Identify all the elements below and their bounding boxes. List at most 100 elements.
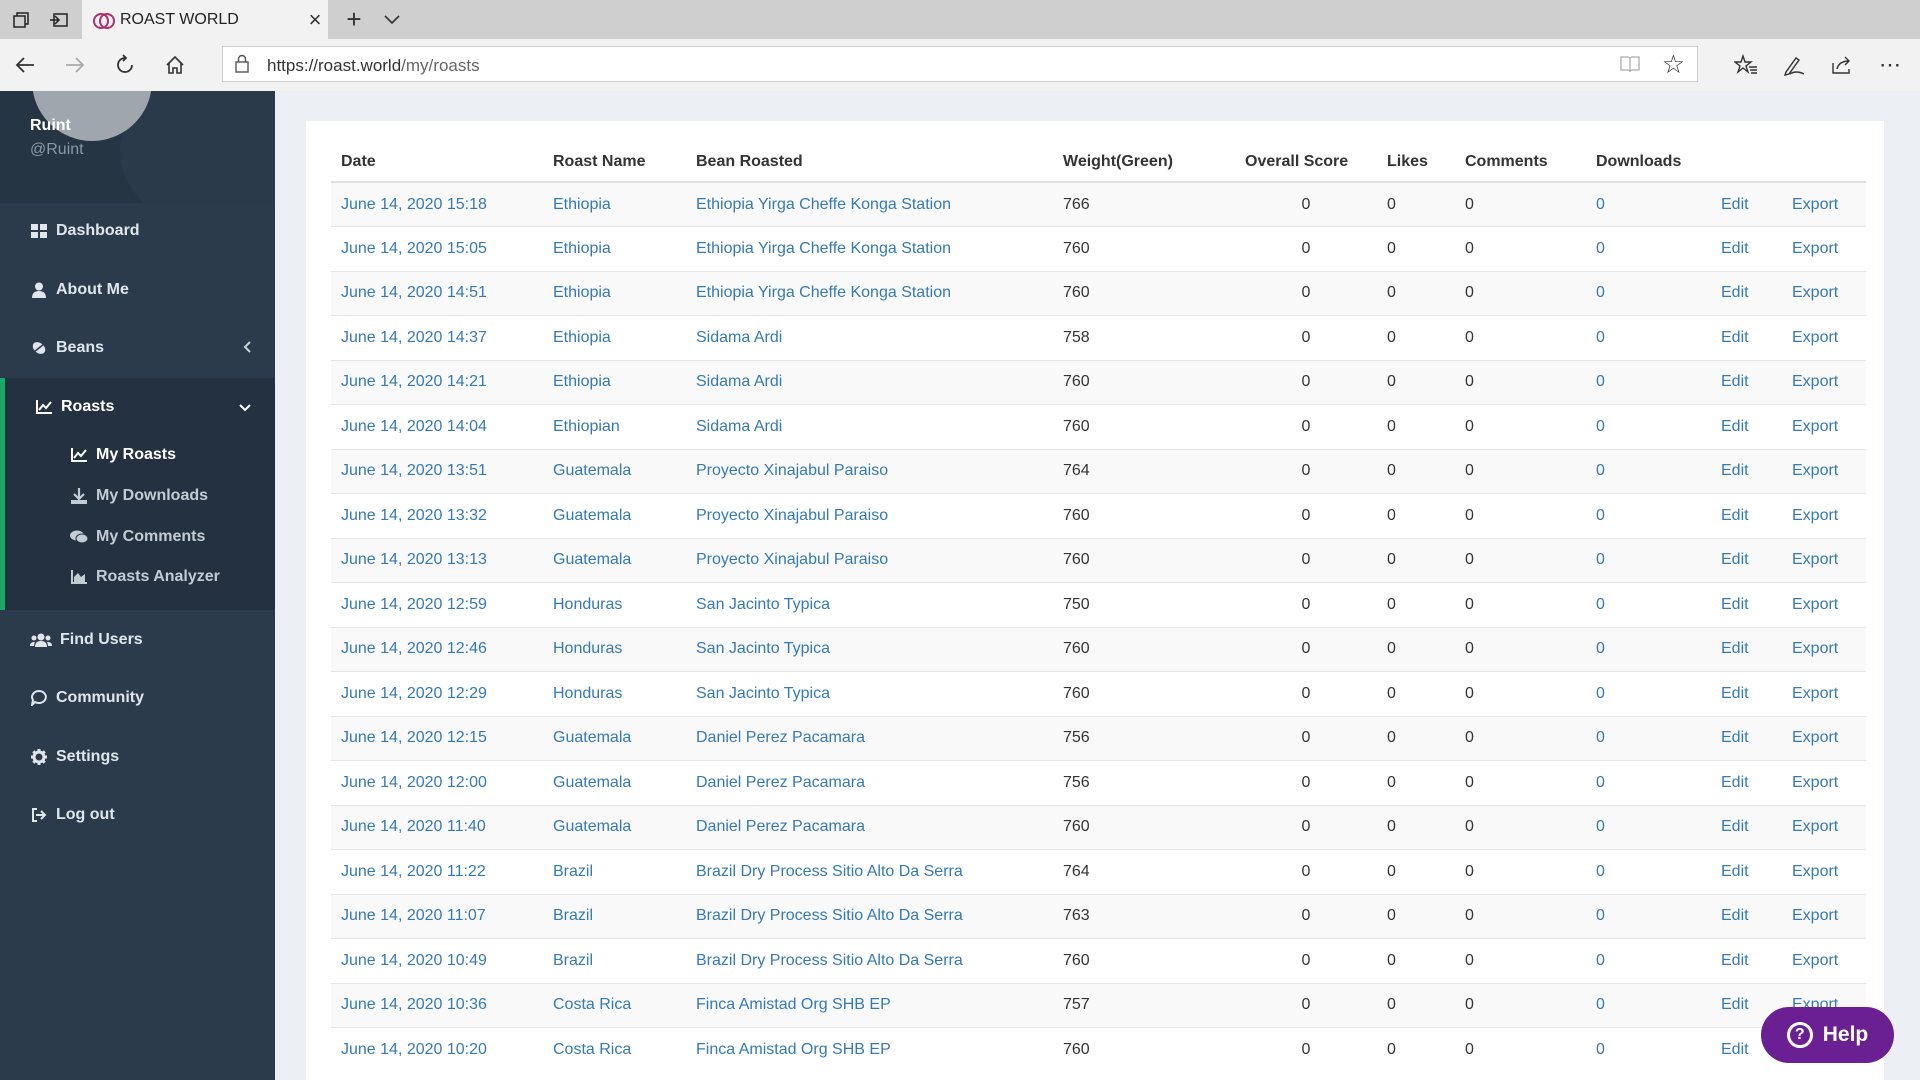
cell-roast-name[interactable]: Ethiopian bbox=[553, 417, 620, 435]
cell-bean-roasted[interactable]: Finca Amistad Org SHB EP bbox=[696, 1041, 891, 1058]
sidebar-item-my-downloads[interactable]: My Downloads bbox=[0, 476, 275, 516]
export-link[interactable]: Export bbox=[1792, 195, 1839, 213]
cell-date[interactable]: June 14, 2020 12:46 bbox=[341, 640, 487, 658]
cell-downloads[interactable]: 0 bbox=[1596, 417, 1605, 435]
edit-link[interactable]: Edit bbox=[1721, 239, 1749, 257]
cell-date[interactable]: June 14, 2020 11:07 bbox=[341, 907, 486, 925]
share-icon[interactable] bbox=[1818, 39, 1866, 91]
cell-downloads[interactable]: 0 bbox=[1596, 1041, 1605, 1058]
cell-date[interactable]: June 14, 2020 14:37 bbox=[341, 328, 487, 346]
cell-roast-name[interactable]: Brazil bbox=[553, 907, 594, 925]
cell-date[interactable]: June 14, 2020 10:36 bbox=[341, 996, 487, 1014]
export-link[interactable]: Export bbox=[1792, 684, 1839, 702]
cell-bean-roasted[interactable]: San Jacinto Typica bbox=[696, 640, 831, 658]
edit-link[interactable]: Edit bbox=[1721, 462, 1749, 480]
export-link[interactable]: Export bbox=[1792, 862, 1839, 880]
cell-roast-name[interactable]: Ethiopia bbox=[553, 328, 611, 346]
cell-bean-roasted[interactable]: San Jacinto Typica bbox=[696, 595, 831, 613]
cell-downloads[interactable]: 0 bbox=[1596, 951, 1605, 969]
forward-arrow-icon[interactable] bbox=[50, 39, 100, 91]
cell-bean-roasted[interactable]: Brazil Dry Process Sitio Alto Da Serra bbox=[696, 862, 963, 880]
edit-link[interactable]: Edit bbox=[1721, 862, 1749, 880]
cell-date[interactable]: June 14, 2020 10:20 bbox=[341, 1041, 487, 1058]
cell-downloads[interactable]: 0 bbox=[1596, 595, 1605, 613]
new-tab-icon[interactable]: + bbox=[346, 4, 362, 34]
cell-bean-roasted[interactable]: Daniel Perez Pacamara bbox=[696, 773, 865, 791]
cell-date[interactable]: June 14, 2020 12:29 bbox=[341, 684, 487, 702]
export-link[interactable]: Export bbox=[1792, 328, 1839, 346]
edit-link[interactable]: Edit bbox=[1721, 195, 1749, 213]
sidebar-item-beans[interactable]: Beans bbox=[0, 325, 275, 371]
cell-downloads[interactable]: 0 bbox=[1596, 996, 1605, 1014]
cell-bean-roasted[interactable]: Daniel Perez Pacamara bbox=[696, 729, 865, 747]
cell-downloads[interactable]: 0 bbox=[1596, 373, 1605, 391]
export-link[interactable]: Export bbox=[1792, 462, 1839, 480]
cell-roast-name[interactable]: Guatemala bbox=[553, 729, 632, 747]
cell-roast-name[interactable]: Guatemala bbox=[553, 818, 632, 836]
sidebar-item-about-me[interactable]: About Me bbox=[0, 267, 275, 313]
cell-bean-roasted[interactable]: Proyecto Xinajabul Paraiso bbox=[696, 506, 889, 524]
cell-bean-roasted[interactable]: Finca Amistad Org SHB EP bbox=[696, 996, 891, 1014]
edit-link[interactable]: Edit bbox=[1721, 551, 1749, 569]
cell-bean-roasted[interactable]: Ethiopia Yirga Cheffe Konga Station bbox=[696, 195, 951, 213]
cell-downloads[interactable]: 0 bbox=[1596, 729, 1605, 747]
address-bar[interactable]: https://roast.world/my/roasts ☆ bbox=[222, 46, 1698, 82]
export-link[interactable]: Export bbox=[1792, 551, 1839, 569]
cell-downloads[interactable]: 0 bbox=[1596, 284, 1605, 302]
cell-date[interactable]: June 14, 2020 11:22 bbox=[341, 862, 486, 880]
cell-date[interactable]: June 14, 2020 12:15 bbox=[341, 729, 487, 747]
cell-downloads[interactable]: 0 bbox=[1596, 862, 1605, 880]
export-link[interactable]: Export bbox=[1792, 729, 1839, 747]
cell-bean-roasted[interactable]: Sidama Ardi bbox=[696, 417, 783, 435]
cell-downloads[interactable]: 0 bbox=[1596, 640, 1605, 658]
cell-roast-name[interactable]: Brazil bbox=[553, 951, 594, 969]
cell-roast-name[interactable]: Ethiopia bbox=[553, 284, 611, 302]
export-link[interactable]: Export bbox=[1792, 284, 1839, 302]
cell-date[interactable]: June 14, 2020 13:51 bbox=[341, 462, 487, 480]
sidebar-item-roasts-analyzer[interactable]: Roasts Analyzer bbox=[0, 557, 275, 597]
column-header-bean-roasted[interactable]: Bean Roasted bbox=[686, 142, 1053, 183]
edit-link[interactable]: Edit bbox=[1721, 818, 1749, 836]
export-link[interactable]: Export bbox=[1792, 506, 1839, 524]
sidebar-item-community[interactable]: Community bbox=[0, 675, 275, 721]
edit-link[interactable]: Edit bbox=[1721, 506, 1749, 524]
cell-downloads[interactable]: 0 bbox=[1596, 195, 1605, 213]
tab-manager-icon[interactable] bbox=[4, 0, 38, 39]
edit-link[interactable]: Edit bbox=[1721, 729, 1749, 747]
column-header-likes[interactable]: Likes bbox=[1377, 142, 1455, 183]
edit-link[interactable]: Edit bbox=[1721, 996, 1749, 1014]
edit-link[interactable]: Edit bbox=[1721, 284, 1749, 302]
sidebar-item-settings[interactable]: Settings bbox=[0, 734, 275, 780]
cell-roast-name[interactable]: Guatemala bbox=[553, 551, 632, 569]
column-header-downloads[interactable]: Downloads bbox=[1586, 142, 1711, 183]
sidebar-item-logout[interactable]: Log out bbox=[0, 792, 275, 838]
favorite-star-icon[interactable]: ☆ bbox=[1661, 49, 1685, 79]
cell-date[interactable]: June 14, 2020 15:05 bbox=[341, 239, 487, 257]
cell-roast-name[interactable]: Brazil bbox=[553, 862, 594, 880]
export-link[interactable]: Export bbox=[1792, 595, 1839, 613]
sidebar-item-my-comments[interactable]: My Comments bbox=[0, 517, 275, 557]
cell-roast-name[interactable]: Guatemala bbox=[553, 773, 632, 791]
edit-link[interactable]: Edit bbox=[1721, 640, 1749, 658]
sidebar-item-dashboard[interactable]: Dashboard bbox=[0, 208, 275, 254]
export-link[interactable]: Export bbox=[1792, 818, 1839, 836]
cell-date[interactable]: June 14, 2020 12:59 bbox=[341, 595, 487, 613]
cell-date[interactable]: June 14, 2020 14:04 bbox=[341, 417, 487, 435]
cell-date[interactable]: June 14, 2020 14:51 bbox=[341, 284, 487, 302]
cell-downloads[interactable]: 0 bbox=[1596, 773, 1605, 791]
cell-roast-name[interactable]: Guatemala bbox=[553, 506, 632, 524]
column-header-overall-score[interactable]: Overall Score bbox=[1235, 142, 1377, 183]
column-header-date[interactable]: Date bbox=[331, 142, 543, 183]
cell-downloads[interactable]: 0 bbox=[1596, 907, 1605, 925]
cell-downloads[interactable]: 0 bbox=[1596, 684, 1605, 702]
cell-roast-name[interactable]: Guatemala bbox=[553, 462, 632, 480]
cell-roast-name[interactable]: Costa Rica bbox=[553, 1041, 632, 1058]
favorites-list-icon[interactable] bbox=[1722, 39, 1770, 91]
edit-link[interactable]: Edit bbox=[1721, 951, 1749, 969]
cell-downloads[interactable]: 0 bbox=[1596, 506, 1605, 524]
edit-link[interactable]: Edit bbox=[1721, 328, 1749, 346]
help-button[interactable]: ? Help bbox=[1761, 1007, 1894, 1063]
cell-bean-roasted[interactable]: Brazil Dry Process Sitio Alto Da Serra bbox=[696, 907, 963, 925]
edit-link[interactable]: Edit bbox=[1721, 417, 1749, 435]
edit-link[interactable]: Edit bbox=[1721, 595, 1749, 613]
